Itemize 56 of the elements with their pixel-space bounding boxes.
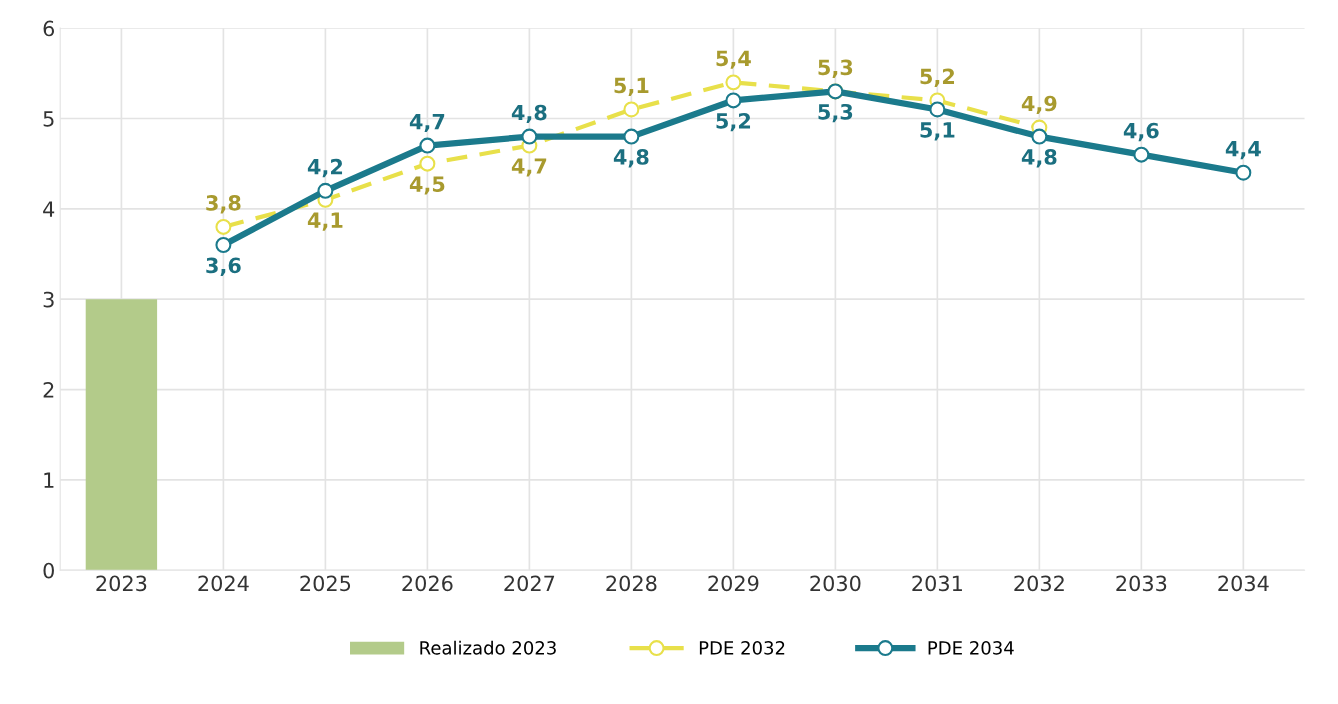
x-tick-label: 2023 — [96, 575, 147, 592]
point — [623, 128, 640, 145]
y-tick-label: 6 — [43, 20, 55, 37]
x-tick-label: 2030 — [810, 575, 861, 592]
x-tick-label: 2029 — [708, 575, 759, 592]
data-label: 4,5 — [409, 176, 445, 195]
y-tick-label: 4 — [43, 201, 55, 217]
data-label: 4,4 — [1225, 141, 1261, 160]
point — [317, 182, 334, 199]
data-label: 4,2 — [307, 158, 343, 178]
data-label: 3,8 — [206, 194, 241, 214]
data-label: 5,4 — [716, 50, 751, 69]
legend-label: Realizado 2023 — [420, 640, 556, 655]
data-label: 4,7 — [511, 158, 547, 177]
x-tick-label: 2024 — [198, 575, 249, 592]
data-label: 4,9 — [1021, 95, 1057, 115]
point — [725, 92, 742, 109]
point — [1235, 164, 1252, 181]
legend-label: PDE 2032 — [699, 641, 785, 655]
x-tick-label: 2025 — [300, 575, 351, 592]
point — [1133, 146, 1150, 163]
data-label: 4,6 — [1123, 122, 1159, 142]
data-label: 4,8 — [511, 104, 547, 124]
data-label: 5,2 — [920, 68, 955, 87]
data-label: 5,1 — [920, 122, 955, 141]
point — [929, 101, 946, 118]
point — [419, 137, 436, 154]
x-tick-label: 2026 — [402, 575, 453, 592]
point — [419, 155, 436, 172]
point — [521, 128, 538, 145]
y-tick-label: 3 — [43, 291, 54, 308]
data-label: 3,6 — [206, 257, 241, 276]
x-tick-label: 2034 — [1218, 575, 1269, 592]
y-tick-label: 1 — [44, 472, 54, 488]
point — [215, 218, 232, 235]
point — [1031, 128, 1048, 145]
data-label: 4,1 — [307, 212, 343, 231]
data-label: 4,8 — [1021, 149, 1057, 168]
point — [623, 101, 640, 118]
point — [725, 74, 742, 91]
data-label: 4,7 — [409, 113, 445, 133]
y-tick-label: 5 — [43, 111, 54, 127]
data-label: 5,2 — [716, 112, 751, 132]
x-tick-label: 2032 — [1014, 575, 1064, 592]
data-label: 5,3 — [818, 59, 853, 78]
x-tick-label: 2033 — [1116, 575, 1167, 592]
x-tick-label: 2028 — [606, 575, 657, 592]
data-label: 4,8 — [613, 149, 649, 168]
y-tick-label: 2 — [43, 382, 54, 398]
data-label: 5,3 — [818, 103, 853, 123]
data-label: 5,1 — [614, 77, 649, 96]
point — [215, 237, 232, 253]
x-tick-label: 2031 — [912, 575, 962, 592]
x-tick-label: 2027 — [504, 575, 555, 592]
y-tick-label: 0 — [43, 562, 54, 579]
legend-label: PDE 2034 — [928, 641, 1014, 655]
